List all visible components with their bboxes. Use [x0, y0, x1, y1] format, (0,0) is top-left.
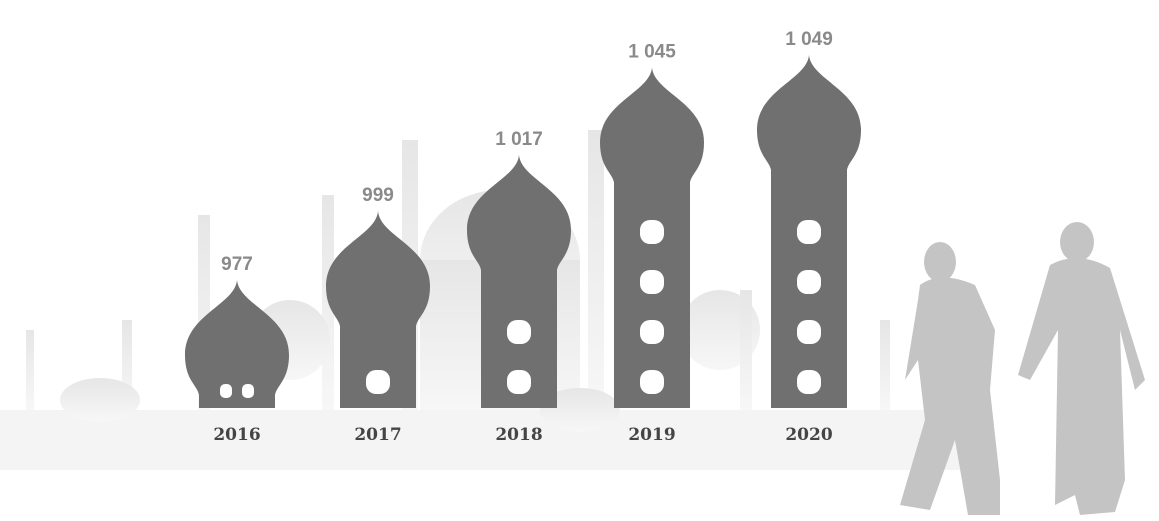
value-label: 1 045: [628, 41, 676, 62]
bar: [185, 279, 289, 408]
category-label: 2016: [213, 425, 260, 445]
category-label: 2020: [785, 425, 832, 445]
bars: 977 2016 999 2017 1 017 2018 1 045 2019 1 049 202…: [185, 29, 861, 445]
bar: [326, 211, 430, 408]
category-label: 2017: [354, 425, 401, 445]
window: [640, 370, 664, 394]
window: [507, 320, 531, 344]
window: [797, 270, 821, 294]
window: [366, 370, 390, 394]
window: [242, 384, 254, 398]
window: [640, 270, 664, 294]
window: [797, 220, 821, 244]
value-label: 999: [362, 185, 394, 206]
value-label: 977: [221, 254, 253, 275]
window: [640, 320, 664, 344]
bar: [467, 154, 571, 408]
window: [640, 220, 664, 244]
window: [220, 384, 232, 398]
value-label: 1 049: [785, 29, 833, 50]
value-label: 1 017: [495, 129, 543, 150]
people-silhouettes: [900, 222, 1145, 515]
window: [507, 370, 531, 394]
window: [797, 320, 821, 344]
window: [797, 370, 821, 394]
category-label: 2019: [628, 425, 675, 445]
category-label: 2018: [495, 425, 542, 445]
